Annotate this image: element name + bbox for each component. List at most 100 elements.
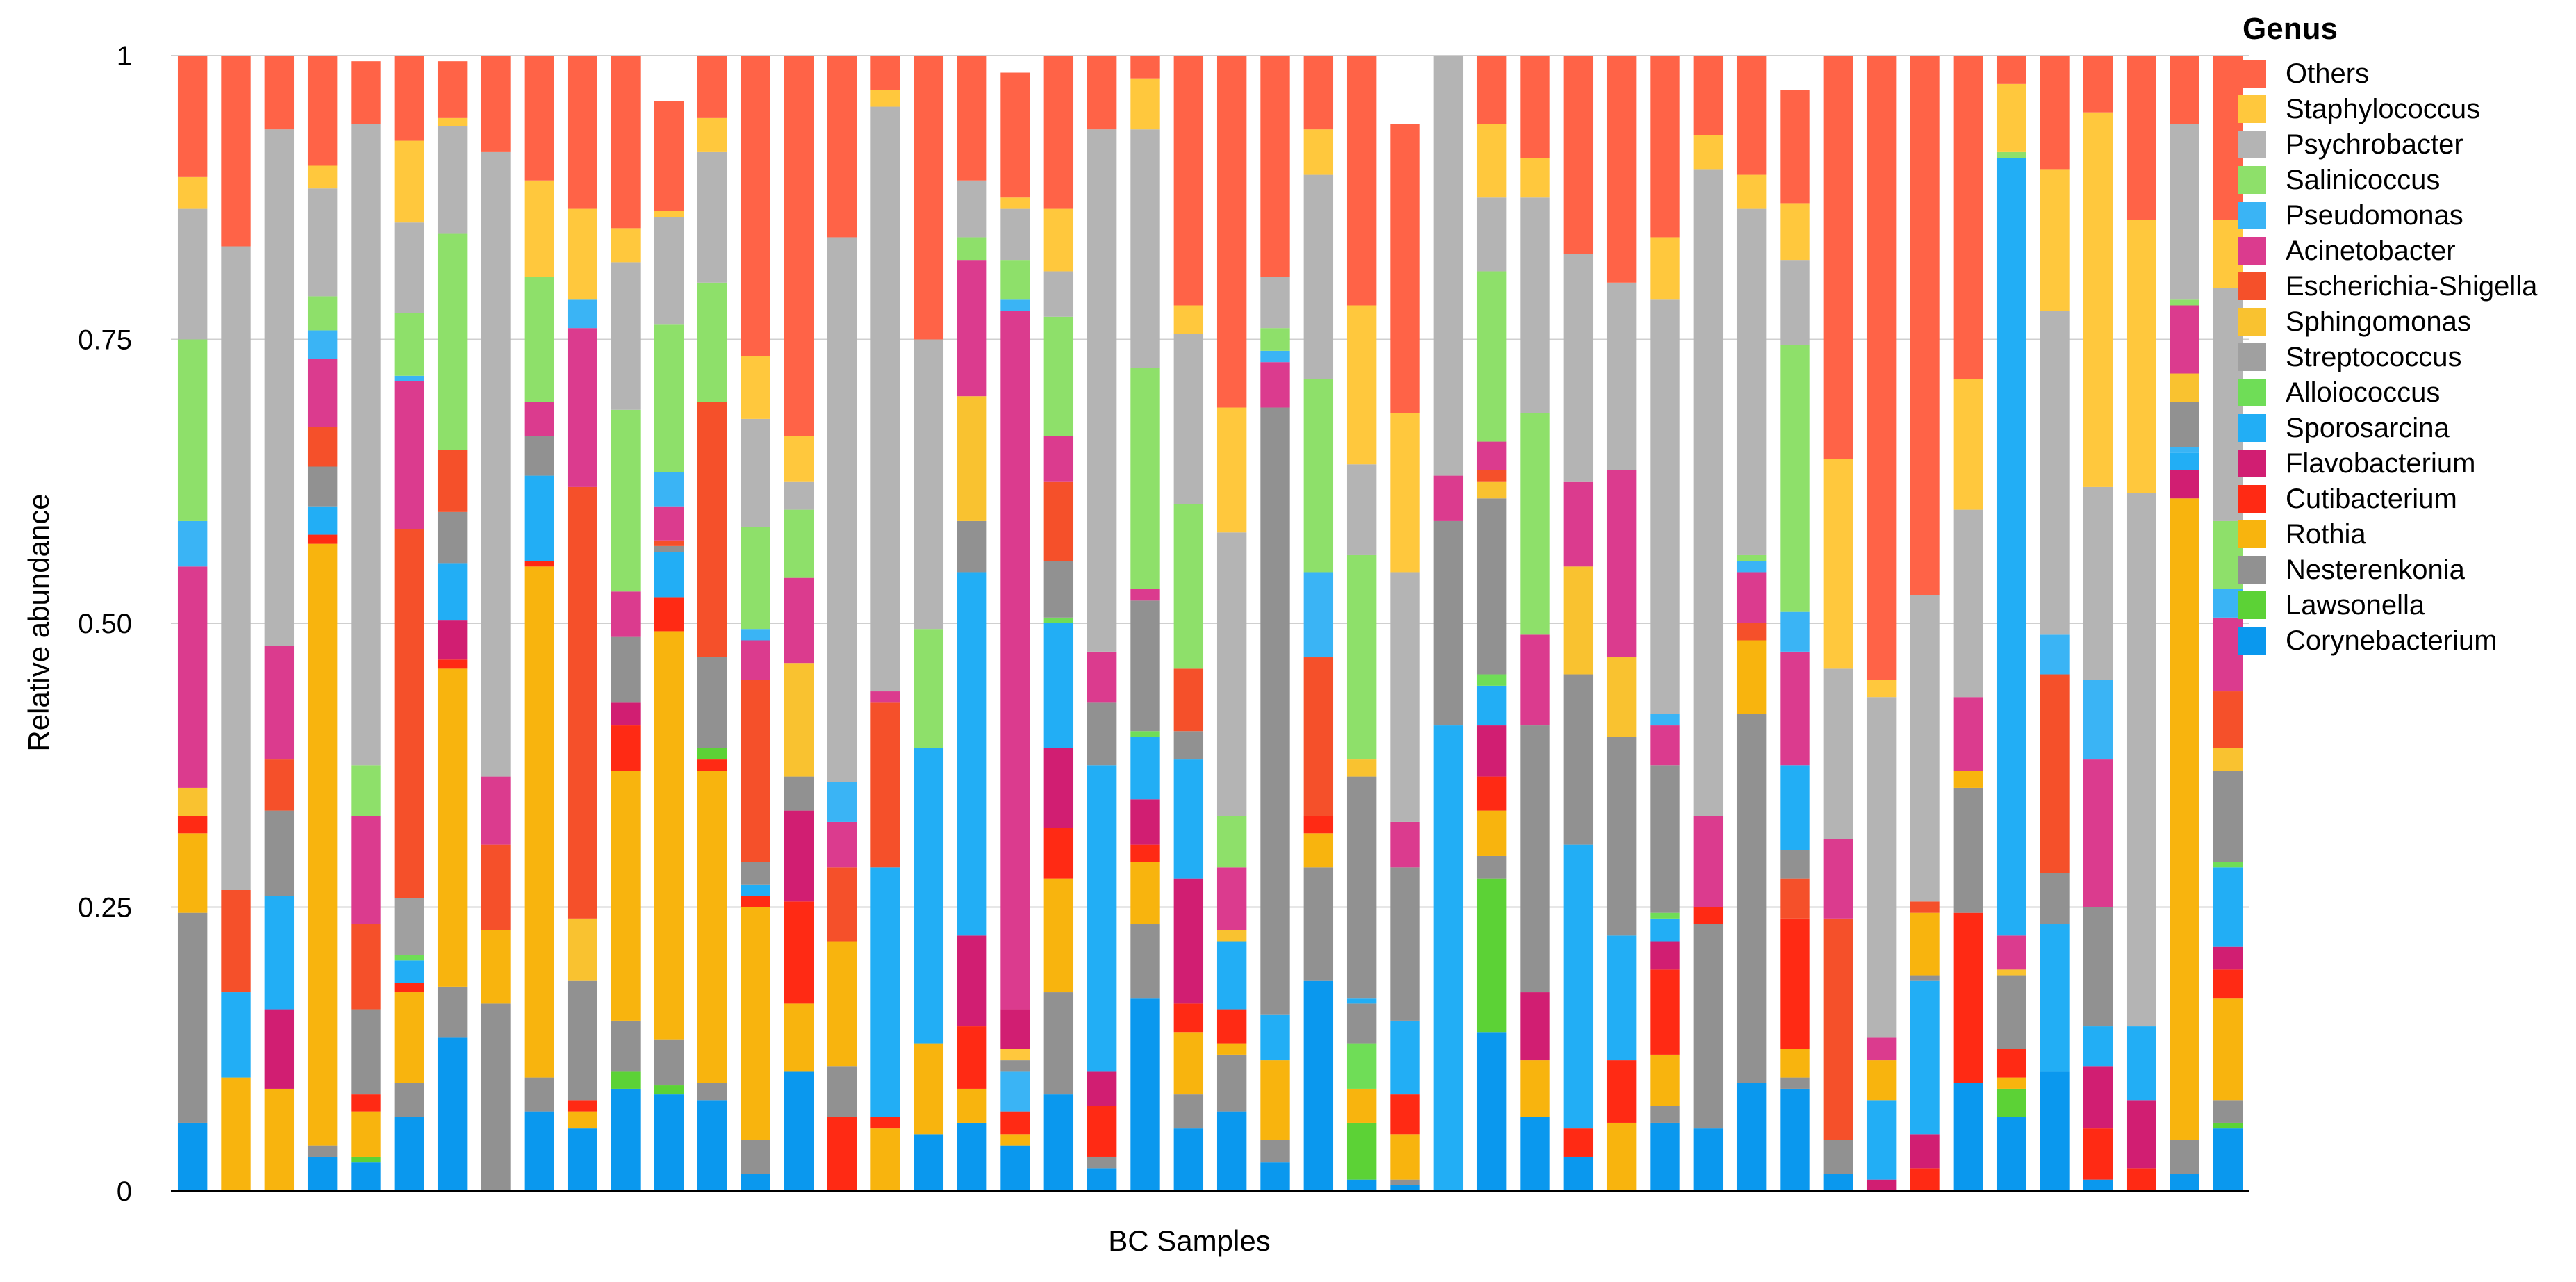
bar-segment	[827, 1066, 857, 1117]
bar-segment	[2083, 1066, 2113, 1129]
bar-stack	[1433, 56, 1464, 1191]
bar-segment	[1000, 1009, 1030, 1049]
bar-segment	[437, 61, 468, 118]
legend-swatch	[2238, 272, 2266, 300]
bar-segment	[1173, 1032, 1204, 1095]
bar-segment	[394, 529, 424, 898]
legend-item: Salinicoccus	[2238, 165, 2440, 195]
legend-label: Cutibacterium	[2286, 484, 2457, 514]
bar-stack	[2083, 56, 2113, 1191]
bar-segment	[2083, 1128, 2113, 1180]
bar-segment	[1520, 56, 1550, 158]
bar-segment	[1520, 413, 1550, 635]
bar-segment	[1996, 935, 2026, 970]
bar-segment	[611, 228, 641, 263]
bar-segment	[611, 636, 641, 703]
bar-segment	[1216, 532, 1247, 816]
bar-segment	[1390, 821, 1420, 868]
bar-segment	[1130, 731, 1160, 737]
bar-segment	[654, 631, 684, 1040]
bar-segment	[611, 56, 641, 229]
bar-segment	[307, 506, 338, 535]
bar-segment	[1780, 765, 1810, 850]
bar-segment	[1173, 731, 1204, 760]
legend-item: Acinetobacter	[2238, 236, 2456, 266]
bar-segment	[177, 520, 208, 567]
bar-segment	[2213, 998, 2243, 1101]
bar-segment	[697, 151, 727, 283]
bar-segment	[1173, 668, 1204, 732]
bar-segment	[1260, 1162, 1290, 1191]
bar-segment	[1953, 697, 1983, 771]
bar-segment	[1780, 90, 1810, 204]
bar-segment	[957, 237, 987, 261]
bar-stack	[481, 56, 511, 1191]
bar-segment	[2213, 748, 2243, 771]
bar-stack	[1173, 56, 1204, 1191]
bar-segment	[1823, 56, 1853, 459]
bar-stack	[177, 56, 208, 1191]
bar-segment	[1693, 816, 1724, 907]
bar-segment	[1780, 1049, 1810, 1078]
bar-segment	[2213, 969, 2243, 999]
bar-segment	[307, 359, 338, 427]
bar-segment	[741, 896, 770, 907]
bar-segment	[1736, 1083, 1767, 1191]
bar-segment	[264, 56, 295, 130]
bar-segment	[1087, 1168, 1117, 1191]
bar-segment	[394, 960, 424, 983]
bar-segment	[1260, 1140, 1290, 1163]
bar-segment	[1000, 1060, 1030, 1072]
bar-segment	[2213, 56, 2243, 220]
bar-segment	[2083, 112, 2113, 487]
bar-segment	[1043, 748, 1074, 828]
bar-stack	[221, 56, 251, 1191]
bar-segment	[1520, 634, 1550, 726]
legend-item: Cutibacterium	[2238, 484, 2457, 514]
bar-segment	[351, 1156, 381, 1163]
bar-segment	[1433, 475, 1464, 521]
bar-segment	[1130, 589, 1160, 601]
legend-label: Escherichia-Shigella	[2286, 271, 2538, 302]
bar-segment	[741, 640, 770, 680]
bar-segment	[2170, 498, 2199, 1140]
bar-segment	[307, 427, 338, 467]
bar-segment	[1953, 379, 1983, 510]
bar-segment	[2213, 867, 2243, 947]
bar-segment	[1693, 1128, 1724, 1191]
bar-segment	[437, 450, 468, 512]
bar-stack	[351, 61, 381, 1191]
bar-segment	[1130, 368, 1160, 589]
bar-segment	[1606, 470, 1637, 658]
bar-segment	[611, 771, 641, 1021]
bar-segment	[611, 1071, 641, 1089]
bar-segment	[1996, 151, 2026, 158]
bar-segment	[2213, 862, 2243, 868]
bar-segment	[784, 577, 814, 664]
bar-segment	[870, 90, 900, 107]
bar-segment	[1216, 816, 1247, 868]
bar-segment	[1087, 56, 1117, 130]
bar-segment	[1390, 124, 1420, 413]
bar-segment	[1130, 862, 1160, 925]
bar-segment	[2083, 907, 2113, 1027]
bar-segment	[524, 56, 554, 181]
bar-stack	[1303, 56, 1334, 1191]
bar-segment	[437, 126, 468, 234]
bar-segment	[1000, 72, 1030, 198]
bar-segment	[1000, 1134, 1030, 1146]
bar-segment	[177, 1122, 208, 1191]
bar-segment	[567, 980, 597, 1101]
legend-label: Corynebacterium	[2286, 625, 2497, 656]
bar-segment	[870, 106, 900, 692]
bar-segment	[1953, 771, 1983, 788]
bar-segment	[307, 1156, 338, 1191]
bar-segment	[524, 1111, 554, 1191]
bar-segment	[2213, 288, 2243, 521]
bar-segment	[697, 759, 727, 771]
bar-segment	[437, 1037, 468, 1191]
bar-segment	[1736, 714, 1767, 1083]
bar-stack	[1000, 72, 1030, 1191]
bar-segment	[1476, 481, 1507, 499]
bar-segment	[697, 657, 727, 748]
